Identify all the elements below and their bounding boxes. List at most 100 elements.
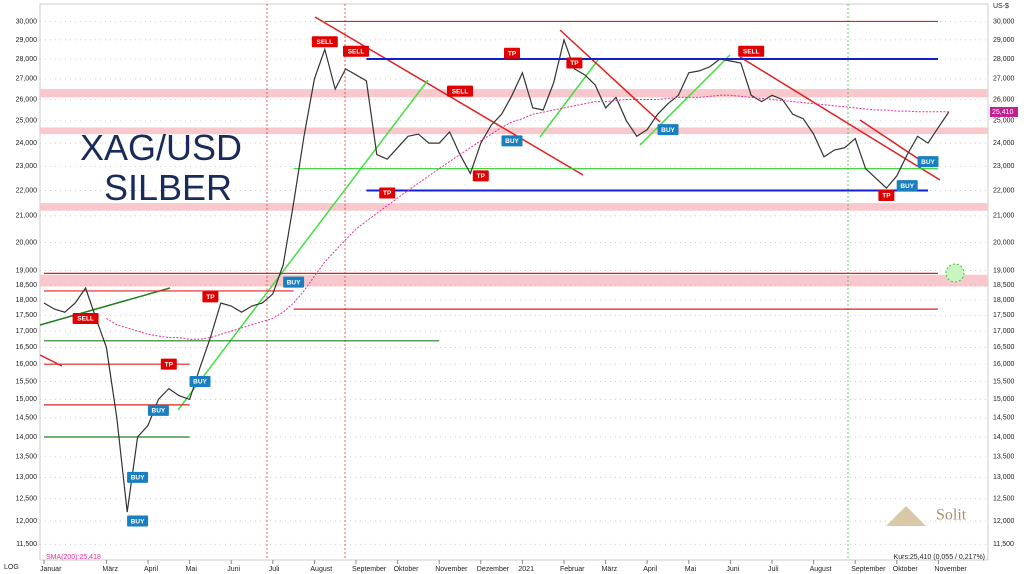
x-tick-label: August (810, 566, 832, 573)
signal-label: BUY (287, 279, 301, 286)
y-tick-label: 26,000 (993, 96, 1015, 103)
y-tick-label: 20,000 (993, 239, 1015, 246)
signal-label: BUY (193, 379, 207, 386)
trend-line (639, 54, 731, 146)
scale-label: LOG (4, 564, 19, 571)
trend-lines (39, 16, 941, 411)
y-tick-label: 12,000 (993, 518, 1015, 525)
signal-box (738, 45, 765, 57)
y-tick-label: 18,000 (993, 297, 1015, 304)
sma-line (106, 94, 949, 340)
y-tick-label: 27,000 (16, 76, 38, 83)
x-tick-label: Juni (227, 566, 240, 573)
y-tick-label: 24,000 (993, 140, 1015, 147)
y-tick-label: 12,000 (16, 518, 38, 525)
y-tick-label: 25,000 (16, 118, 38, 125)
x-tick-label: April (643, 566, 657, 573)
signal-label: SELL (743, 49, 760, 56)
x-tick-label: 2021 (518, 566, 534, 573)
y-tick-label: 28,000 (993, 56, 1015, 63)
signal-box (189, 375, 211, 387)
signal-label: BUY (152, 408, 166, 415)
signal-label: SELL (77, 316, 94, 323)
y-tick-label: 19,000 (993, 267, 1015, 274)
signal-box (343, 45, 369, 57)
signal-label: TP (570, 60, 579, 67)
x-tick-label: Juli (269, 566, 280, 573)
trend-line (859, 119, 921, 161)
highlight-circle (945, 263, 965, 283)
y-tick-label: 22,000 (16, 187, 38, 194)
signal-box (160, 358, 177, 370)
trend-line (739, 56, 941, 181)
y-tick-label: 30,000 (993, 18, 1015, 25)
signal-box (72, 312, 99, 324)
signal-box (283, 276, 305, 288)
y-tick-label: 18,500 (16, 282, 38, 289)
x-tick-label: Juni (726, 566, 739, 573)
x-tick-label: Mai (186, 566, 198, 573)
signal-label: TP (383, 190, 392, 197)
y-tick-label: 15,000 (16, 396, 38, 403)
signal-label: TP (882, 193, 891, 200)
x-tick-label: Dezember (477, 566, 510, 573)
y-tick-label: 29,000 (993, 37, 1015, 44)
y-tick-label: 18,500 (993, 282, 1015, 289)
y-tick-label: 26,000 (16, 96, 38, 103)
trend-line (177, 79, 429, 411)
y-tick-label: 14,000 (16, 434, 38, 441)
x-tick-label: Juli (768, 566, 779, 573)
last-price-label: 25,410 (992, 109, 1014, 116)
signal-box (472, 170, 489, 182)
y-tick-label: 19,000 (16, 267, 38, 274)
trend-line (39, 287, 171, 326)
x-tick-label: April (144, 566, 158, 573)
y-tick-label: 24,000 (16, 140, 38, 147)
title: XAG/USD (80, 127, 242, 168)
x-tick-label: März (102, 566, 118, 573)
x-tick-label: November (934, 566, 967, 573)
y-tick-label: 16,500 (993, 344, 1015, 351)
x-tick-label: September (352, 566, 387, 573)
x-tick-label: März (602, 566, 618, 573)
signal-label: BUY (900, 183, 914, 190)
y-tick-label: 17,500 (993, 312, 1015, 319)
sma-label: SMA(200):25,418 (46, 554, 101, 561)
signal-box (504, 47, 520, 59)
y-tick-label: 20,000 (16, 239, 38, 246)
signal-box (917, 156, 939, 168)
y-tick-label: 16,000 (16, 361, 38, 368)
signal-box (447, 85, 473, 97)
y-tick-label: 15,500 (993, 378, 1015, 385)
signal-box (127, 471, 149, 483)
signal-box (127, 515, 149, 527)
x-tick-label: August (310, 566, 332, 573)
y-tick-label: 13,000 (993, 474, 1015, 481)
y-tick-label: 25,000 (993, 118, 1015, 125)
y-tick-label: 11,500 (993, 541, 1014, 548)
signal-label: TP (508, 50, 517, 57)
y-tick-label: 21,000 (16, 213, 38, 220)
last-price-box (990, 106, 1018, 117)
y-tick-label: 12,500 (16, 496, 38, 503)
y-tick-label: 16,000 (993, 361, 1015, 368)
unit-label: US-$ (993, 3, 1009, 10)
signal-box (202, 291, 219, 303)
y-tick-label: 14,500 (993, 415, 1015, 422)
y-tick-label: 22,000 (993, 187, 1015, 194)
y-tick-label: 12,500 (993, 496, 1015, 503)
signal-label: SELL (316, 39, 333, 46)
signal-box (311, 36, 338, 48)
price-label: Kurs:25,410 (0,055 / 0,217%) (894, 554, 985, 561)
signal-box (896, 180, 918, 192)
x-tick-label: Oktober (893, 566, 919, 573)
y-tick-label: 30,000 (16, 18, 38, 25)
y-tick-label: 16,500 (16, 344, 38, 351)
y-tick-label: 14,500 (16, 415, 38, 422)
y-tick-label: 18,000 (16, 297, 38, 304)
signal-box (566, 57, 583, 69)
resistance-band (40, 203, 988, 211)
signal-label: BUY (131, 518, 145, 525)
trend-line (539, 59, 599, 138)
